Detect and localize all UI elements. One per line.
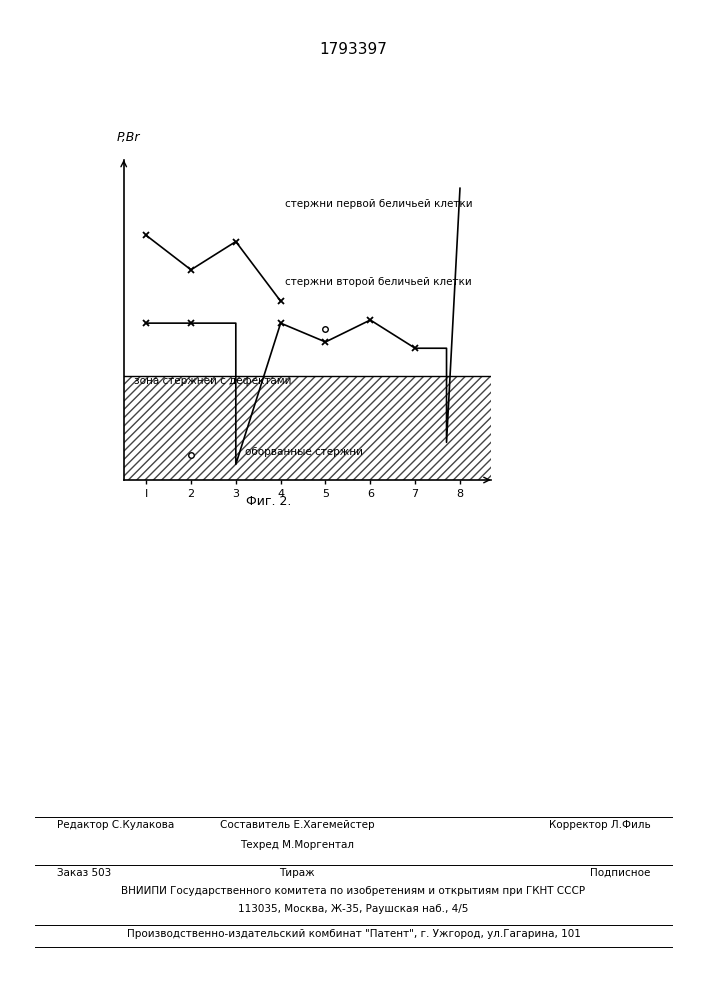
Text: Корректор Л.Филь: Корректор Л.Филь xyxy=(549,820,650,830)
Text: Редактор С.Кулакова: Редактор С.Кулакова xyxy=(57,820,174,830)
Text: стержни второй беличьей клетки: стержни второй беличьей клетки xyxy=(285,277,472,287)
Text: зона стержней с дефектами: зона стержней с дефектами xyxy=(134,376,291,386)
Bar xyxy=(124,376,496,480)
Text: Подписное: Подписное xyxy=(590,868,650,878)
Text: P,Br: P,Br xyxy=(117,131,140,144)
Text: ВНИИПИ Государственного комитета по изобретениям и открытиям при ГКНТ СССР: ВНИИПИ Государственного комитета по изоб… xyxy=(122,886,585,896)
Text: Производственно-издательский комбинат "Патент", г. Ужгород, ул.Гагарина, 101: Производственно-издательский комбинат "П… xyxy=(127,929,580,939)
Text: оборванные стержни: оборванные стержни xyxy=(245,447,363,457)
Text: Заказ 503: Заказ 503 xyxy=(57,868,111,878)
Text: Фиг. 2.: Фиг. 2. xyxy=(246,495,291,508)
Text: 113035, Москва, Ж-35, Раушская наб., 4/5: 113035, Москва, Ж-35, Раушская наб., 4/5 xyxy=(238,904,469,914)
Text: Техред М.Моргентал: Техред М.Моргентал xyxy=(240,840,354,850)
Text: стержни первой беличьей клетки: стержни первой беличьей клетки xyxy=(285,199,473,209)
Text: 1793397: 1793397 xyxy=(320,42,387,57)
Text: Тираж: Тираж xyxy=(279,868,315,878)
Text: Составитель Е.Хагемейстер: Составитель Е.Хагемейстер xyxy=(220,820,374,830)
